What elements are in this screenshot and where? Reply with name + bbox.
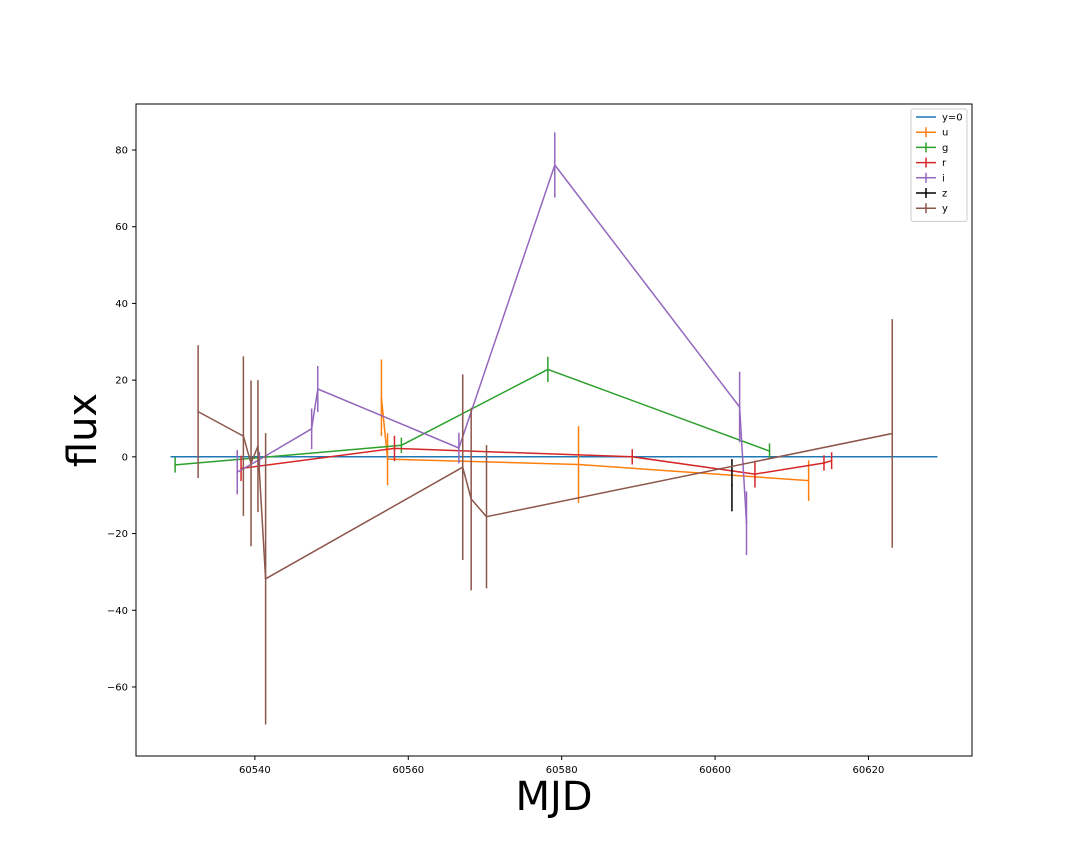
series-line-i <box>236 164 748 524</box>
data-point <box>553 164 556 166</box>
series-i <box>236 132 748 556</box>
legend-frame <box>910 108 968 222</box>
legend-label: z <box>942 189 947 200</box>
data-point <box>264 578 267 580</box>
data-point <box>768 450 771 452</box>
series-y <box>197 319 894 725</box>
series-g <box>174 356 771 473</box>
data-point <box>631 456 634 458</box>
legend-label: r <box>942 158 947 169</box>
data-point <box>174 464 176 466</box>
data-point <box>240 467 242 470</box>
series-r <box>240 435 833 488</box>
y-tick-label: 40 <box>115 299 128 310</box>
data-point <box>461 466 464 469</box>
y-tick-label: −60 <box>107 682 128 693</box>
data-point <box>807 479 810 482</box>
data-point <box>400 444 403 447</box>
legend-label: y <box>942 204 948 215</box>
y-tick-label: 60 <box>115 222 128 233</box>
data-point <box>197 410 199 413</box>
x-axis-ticks: 60540 60560 60580 60600 60620 <box>239 756 884 776</box>
data-point <box>236 471 239 473</box>
data-point <box>380 396 383 399</box>
data-point <box>485 515 488 518</box>
legend-label: i <box>942 173 945 184</box>
data-point <box>745 522 748 524</box>
plot-area <box>170 132 938 725</box>
y-axis-ticks: −60 −40 −20 0 20 40 60 80 <box>107 146 136 693</box>
series-u <box>380 359 810 503</box>
y-tick-label: 0 <box>122 452 128 463</box>
plot-frame <box>135 103 973 757</box>
data-point <box>250 462 252 465</box>
legend-label: y=0 <box>942 113 963 124</box>
data-point <box>470 498 472 500</box>
series-line-u <box>380 397 809 482</box>
x-tick-label: 60580 <box>546 765 578 776</box>
data-point <box>830 459 833 462</box>
data-point <box>257 445 259 447</box>
data-point <box>310 428 313 430</box>
data-point <box>386 458 389 460</box>
y-tick-label: −20 <box>107 529 128 540</box>
data-point <box>547 368 549 371</box>
data-point <box>458 447 460 449</box>
data-point <box>823 462 825 464</box>
data-point <box>316 388 319 390</box>
y-axis-title: flux <box>60 393 106 467</box>
x-tick-label: 60620 <box>853 765 885 776</box>
data-point <box>754 473 756 475</box>
series-line-g <box>175 368 770 466</box>
legend-label: u <box>942 128 948 139</box>
y-tick-label: −40 <box>107 606 128 617</box>
data-point <box>731 484 733 487</box>
data-point <box>393 447 396 450</box>
data-point <box>738 406 741 408</box>
x-axis-title: MJD <box>515 774 592 820</box>
series-line-r <box>241 447 832 475</box>
series-z <box>731 459 733 512</box>
x-tick-label: 60560 <box>392 765 424 776</box>
data-point <box>242 435 245 437</box>
y-tick-label: 80 <box>115 146 128 157</box>
legend-label: g <box>942 143 948 154</box>
data-point <box>577 463 580 466</box>
y-tick-label: 20 <box>115 376 128 387</box>
x-tick-label: 60540 <box>239 765 271 776</box>
data-point <box>891 432 894 435</box>
x-tick-label: 60600 <box>699 765 731 776</box>
